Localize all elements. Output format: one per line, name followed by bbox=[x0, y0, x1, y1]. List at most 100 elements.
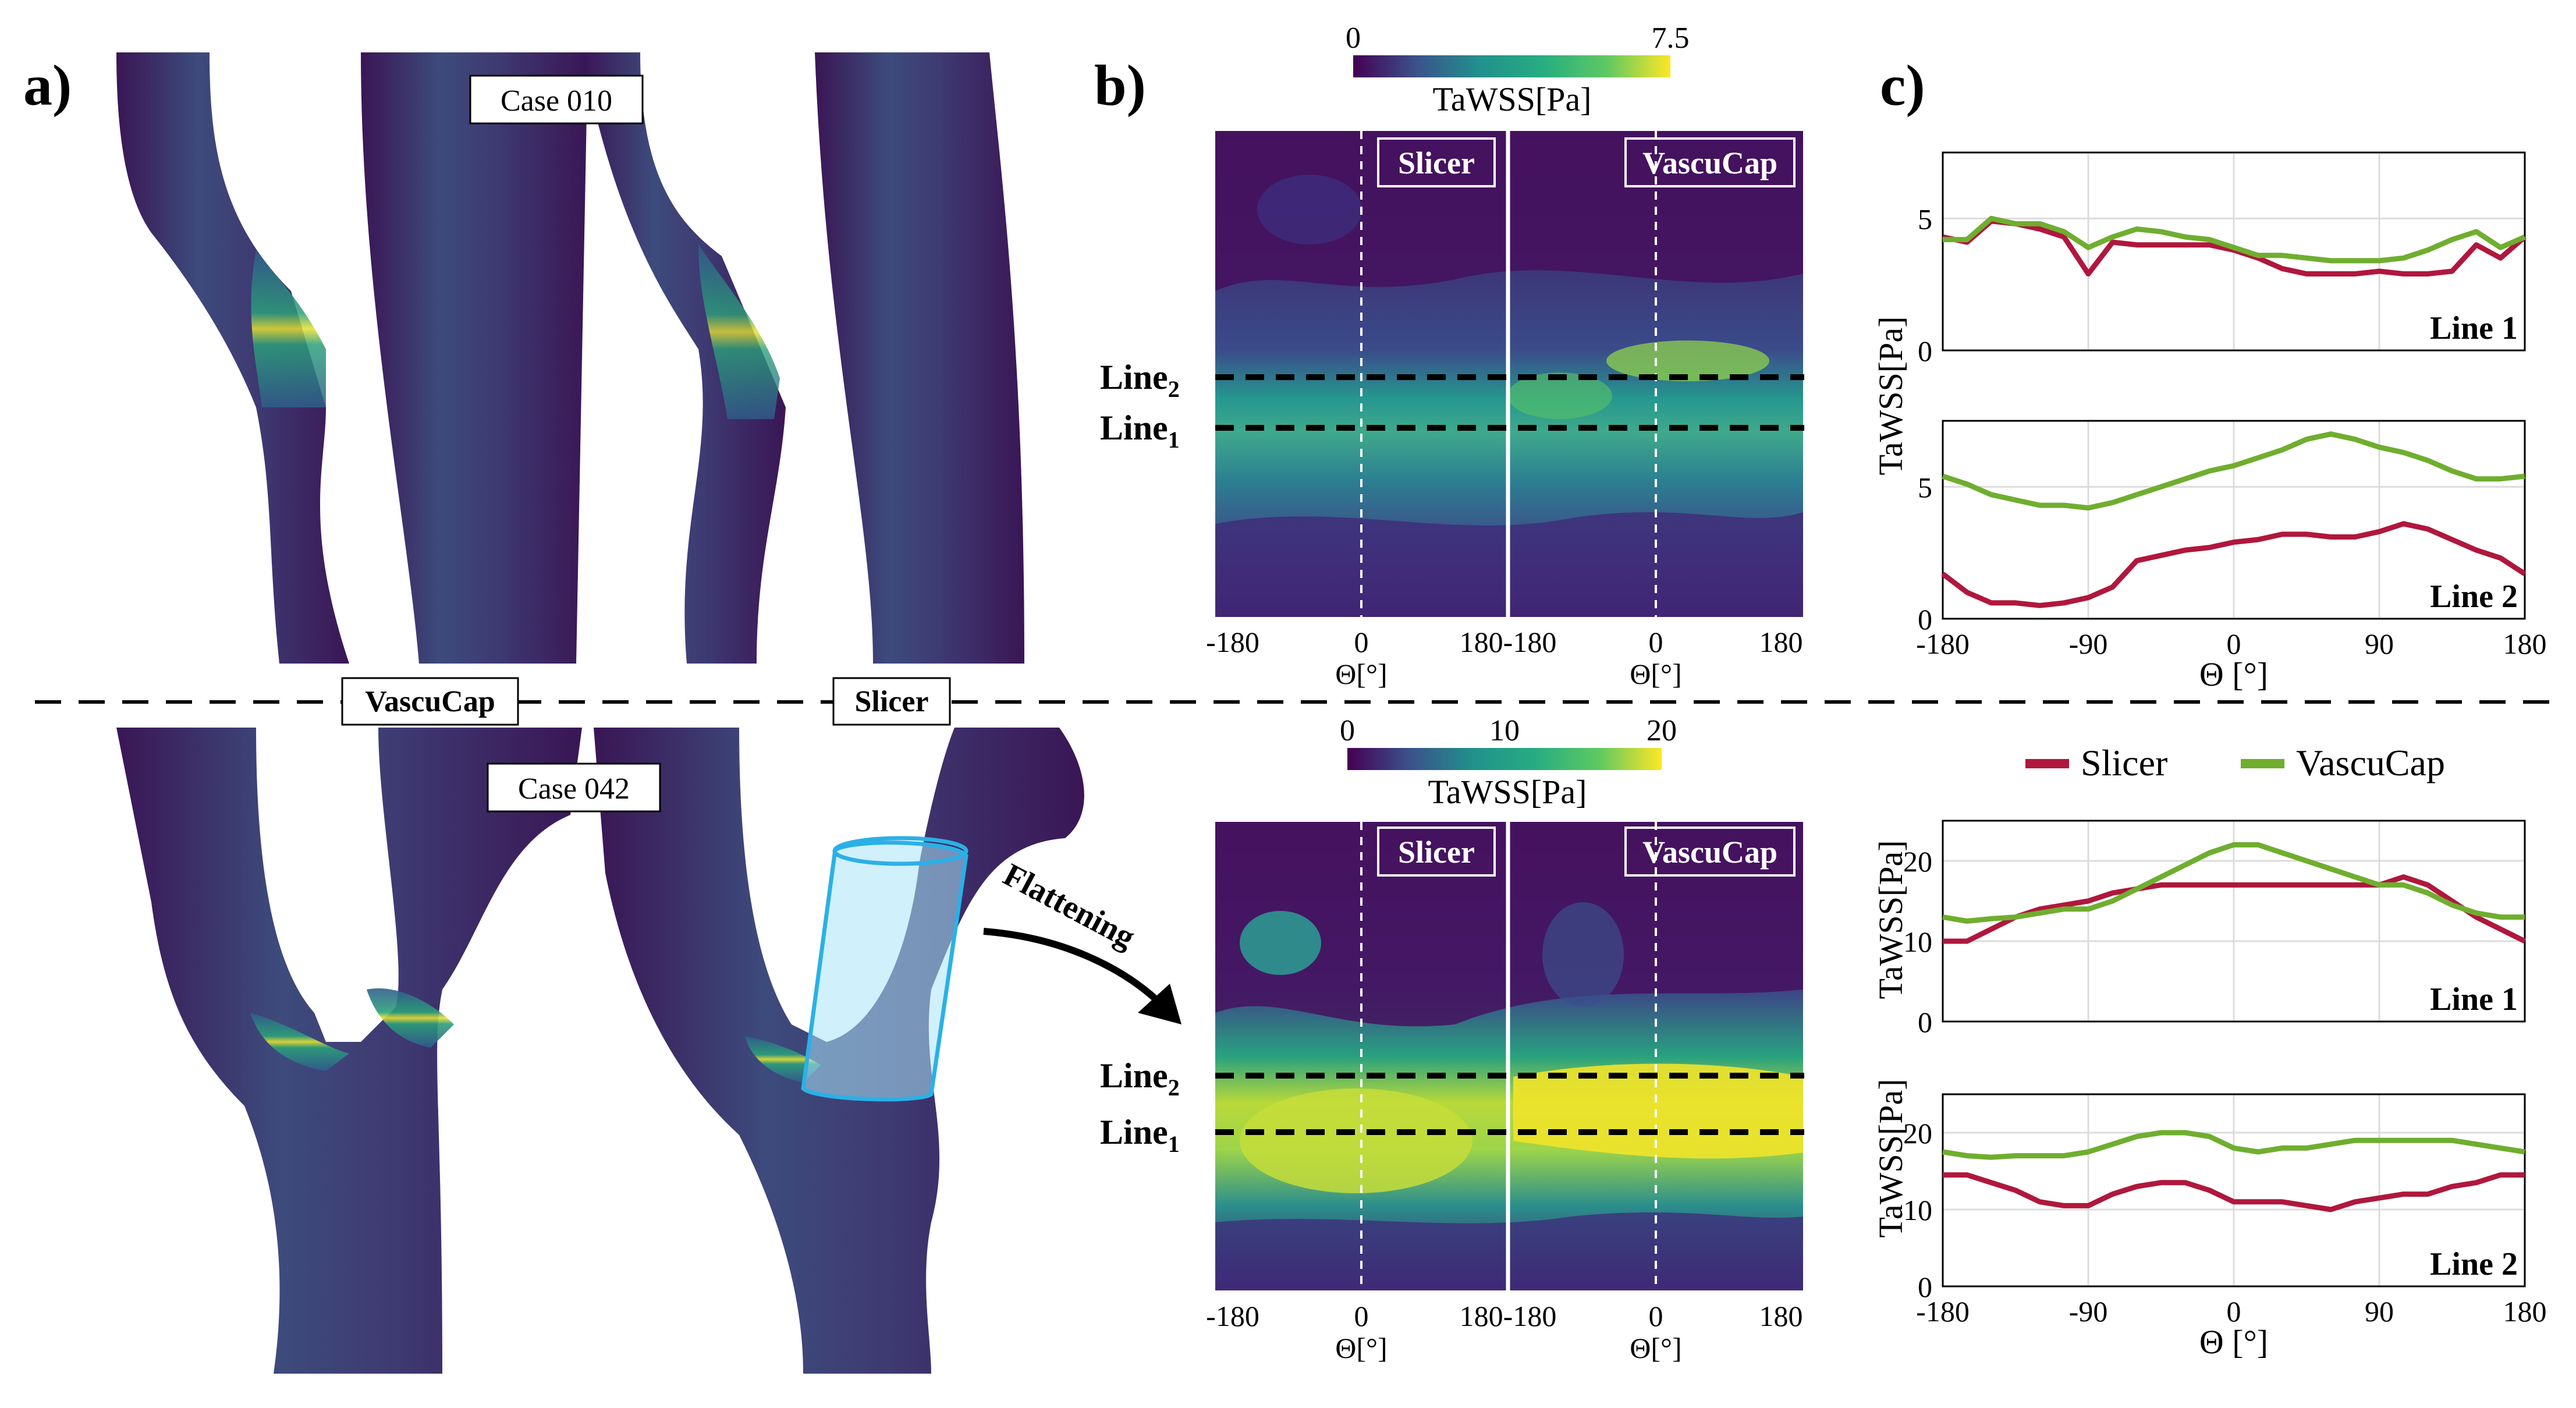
y-tick-label: 20 bbox=[1903, 845, 1932, 878]
svg-text:0: 0 bbox=[1649, 626, 1663, 658]
chart-annotation: Line 1 bbox=[2430, 981, 2518, 1017]
line-chart-1: 0 5 Line 1 bbox=[1918, 151, 2527, 367]
x-tick-label: 0 bbox=[2227, 627, 2241, 660]
svg-text:0: 0 bbox=[1354, 626, 1369, 658]
svg-text:-180: -180 bbox=[1206, 626, 1259, 658]
svg-text:VascuCap: VascuCap bbox=[365, 685, 495, 718]
colorbar-bottom: 0 10 20 TaWSS[Pa] bbox=[1340, 714, 1677, 811]
chart-annotation: Line 1 bbox=[2430, 310, 2518, 346]
y-tick-label: 10 bbox=[1903, 925, 1932, 958]
chart-bottom-line1-ylabel: TaWSS[Pa] bbox=[1872, 840, 1910, 999]
line1-label-bottom: Line1 bbox=[1100, 1113, 1180, 1157]
svg-text:180: 180 bbox=[1759, 626, 1803, 658]
svg-text:TaWSS[Pa]: TaWSS[Pa] bbox=[1428, 773, 1587, 811]
chart-top-ylabel: TaWSS[Pa] bbox=[1872, 316, 1910, 475]
series-line-vascucap bbox=[1942, 431, 2525, 511]
tawss-map-case-010 bbox=[1215, 131, 1803, 617]
svg-text:180-180: 180-180 bbox=[1460, 1300, 1557, 1332]
case-010-label: Case 010 bbox=[469, 75, 644, 125]
svg-text:Θ[°]: Θ[°] bbox=[1335, 1332, 1387, 1364]
case-042-label: Case 042 bbox=[487, 762, 661, 813]
colorbar-top-label: TaWSS[Pa] bbox=[1432, 80, 1591, 118]
legend-vascucap-label: VascuCap bbox=[2296, 742, 2445, 783]
y-tick-label: 0 bbox=[1918, 1006, 1932, 1038]
legend-slicer-label: Slicer bbox=[2081, 742, 2167, 783]
map-xaxis-bottom: -180 0 180-180 0 180 Θ[°] Θ[°] bbox=[1206, 1300, 1803, 1364]
x-tick-label: -180 bbox=[1916, 1295, 1970, 1328]
svg-text:Θ[°]: Θ[°] bbox=[1335, 658, 1387, 690]
line-chart-3: 0 10 20 Line 1 bbox=[1903, 820, 2527, 1038]
svg-text:0: 0 bbox=[1649, 1300, 1663, 1332]
vessel-render-case-010 bbox=[116, 52, 1024, 664]
series-line-vascucap bbox=[1943, 215, 2526, 264]
panel-c-label: c) bbox=[1880, 53, 1925, 118]
x-tick-label: 180 bbox=[2503, 1295, 2547, 1328]
x-tick-label: 180 bbox=[2503, 627, 2547, 660]
svg-text:180-180: 180-180 bbox=[1460, 626, 1557, 658]
x-tick-label: 90 bbox=[2365, 627, 2394, 660]
panel-b-label: b) bbox=[1094, 53, 1146, 118]
svg-text:Θ[°]: Θ[°] bbox=[1630, 658, 1681, 690]
line-charts: 0 5 Line 1 0 5 -180 -90 0 90 180 Θ [°] Line 2 0 10 20 L… bbox=[1903, 151, 2547, 1361]
plot-frame bbox=[1942, 820, 2526, 1023]
svg-text:Slicer: Slicer bbox=[1398, 835, 1475, 870]
svg-text:10: 10 bbox=[1489, 714, 1520, 747]
svg-text:Θ[°]: Θ[°] bbox=[1630, 1332, 1681, 1364]
svg-text:-180: -180 bbox=[1206, 1300, 1259, 1332]
flattening-arrow bbox=[983, 928, 1181, 1024]
y-tick-label: 0 bbox=[1918, 335, 1932, 367]
svg-text:0: 0 bbox=[1354, 1300, 1369, 1332]
plot-frame bbox=[1942, 151, 2526, 352]
tawss-map-case-042 bbox=[1215, 822, 1803, 1290]
svg-text:0: 0 bbox=[1340, 714, 1355, 747]
x-tick-label: -90 bbox=[2069, 1295, 2108, 1328]
y-tick-label: 0 bbox=[1918, 603, 1932, 636]
svg-text:Case 010: Case 010 bbox=[501, 84, 612, 118]
svg-text:VascuCap: VascuCap bbox=[1642, 146, 1777, 180]
series-line-slicer bbox=[1943, 1172, 2525, 1212]
series-line-slicer bbox=[1941, 521, 2527, 608]
line1-label-top: Line1 bbox=[1100, 409, 1180, 453]
vessel-render-case-042 bbox=[116, 728, 1084, 1374]
chart-bottom-line2-ylabel: TaWSS[Pa] bbox=[1872, 1079, 1910, 1237]
series-line-vascucap bbox=[1942, 1130, 2525, 1160]
line-chart-2: 0 5 -180 -90 0 90 180 Θ [°] Line 2 bbox=[1916, 420, 2547, 693]
svg-text:Case 042: Case 042 bbox=[518, 772, 630, 806]
colorbar-top-max: 7.5 bbox=[1652, 22, 1690, 55]
x-tick-label: -180 bbox=[1916, 627, 1970, 660]
svg-text:180: 180 bbox=[1759, 1300, 1803, 1332]
svg-text:20: 20 bbox=[1647, 714, 1677, 747]
plot-frame bbox=[1942, 420, 2526, 620]
x-axis-label: Θ [°] bbox=[2199, 1323, 2268, 1361]
chart-annotation: Line 2 bbox=[2430, 1246, 2518, 1282]
y-tick-label: 5 bbox=[1918, 203, 1932, 235]
x-tick-label: 0 bbox=[2227, 1295, 2241, 1328]
map-xaxis-top: -180 0 180-180 0 180 Θ[°] Θ[°] bbox=[1206, 626, 1803, 690]
colorbar-top: 0 7.5 TaWSS[Pa] bbox=[1346, 22, 1690, 118]
series-line-vascucap bbox=[1942, 842, 2525, 924]
panel-a-label: a) bbox=[23, 53, 72, 118]
series-line-slicer bbox=[1943, 874, 2527, 944]
slicer-method-label: Slicer bbox=[832, 677, 951, 726]
map-tag-vascucap-top: VascuCap bbox=[1624, 137, 1796, 187]
vascucap-method-label: VascuCap bbox=[341, 677, 519, 726]
map-tag-vascucap-bottom: VascuCap bbox=[1624, 827, 1796, 877]
x-tick-label: -90 bbox=[2069, 627, 2108, 660]
map-tag-slicer-bottom: Slicer bbox=[1377, 827, 1496, 877]
line2-label-top: Line2 bbox=[1100, 358, 1180, 402]
line-chart-4: 0 10 20 -180 -90 0 90 180 Θ [°] Line 2 bbox=[1903, 1093, 2547, 1361]
y-tick-label: 10 bbox=[1903, 1194, 1932, 1226]
svg-text:Slicer: Slicer bbox=[1398, 146, 1475, 180]
flattening-cylinder bbox=[801, 840, 968, 1102]
chart-annotation: Line 2 bbox=[2430, 579, 2518, 615]
line2-label-bottom: Line2 bbox=[1100, 1056, 1180, 1101]
y-tick-label: 5 bbox=[1918, 471, 1932, 503]
legend: Slicer VascuCap bbox=[2025, 742, 2445, 783]
svg-text:VascuCap: VascuCap bbox=[1642, 835, 1777, 870]
plot-frame bbox=[1942, 1093, 2526, 1288]
svg-text:Slicer: Slicer bbox=[854, 685, 928, 718]
y-tick-label: 20 bbox=[1903, 1117, 1932, 1150]
map-tag-slicer-top: Slicer bbox=[1377, 137, 1496, 187]
flattening-label: Flattening bbox=[998, 857, 1141, 956]
